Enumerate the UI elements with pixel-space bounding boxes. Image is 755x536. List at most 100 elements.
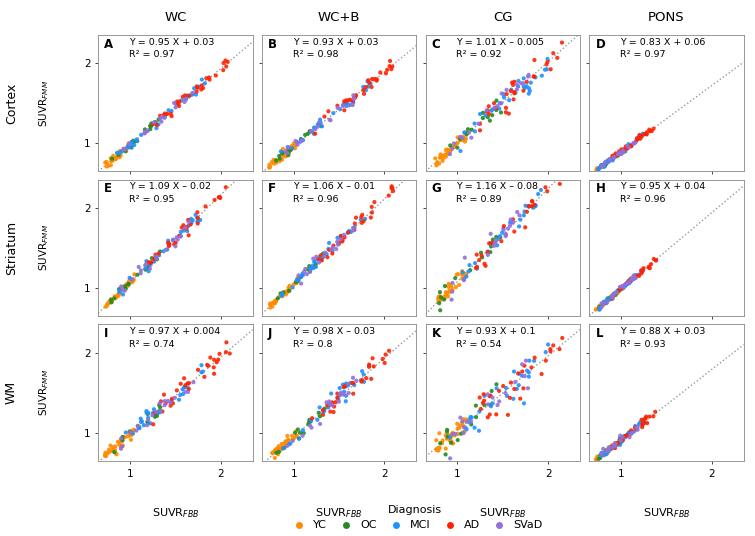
Point [101,449,113,457]
Point [355,215,367,224]
Point [465,417,477,426]
Point [600,450,612,458]
Point [493,105,505,113]
Point [612,287,624,296]
Point [269,453,281,462]
Point [613,150,625,158]
Point [434,306,446,315]
Text: SUVR$_{FBB}$: SUVR$_{FBB}$ [152,506,199,520]
Point [442,292,454,301]
Point [223,349,236,358]
Point [359,214,371,223]
Text: H: H [596,182,606,195]
Point [444,141,456,150]
Point [99,452,111,460]
Point [625,275,637,284]
Point [612,438,624,447]
Point [147,120,159,129]
Point [371,76,383,85]
Point [590,166,602,174]
Point [314,420,326,428]
Point [460,272,472,280]
Point [605,293,617,302]
Point [540,356,552,365]
Point [342,381,354,390]
Point [521,78,533,86]
Point [159,109,171,118]
Point [105,154,117,162]
Point [444,433,456,442]
Point [148,118,160,126]
Point [177,385,189,394]
Point [501,392,513,400]
Point [602,447,614,456]
Point [303,418,315,426]
Point [295,136,307,144]
Point [479,111,492,120]
Point [282,431,294,440]
Point [183,385,195,393]
Point [154,114,166,123]
Point [309,262,321,271]
Point [366,354,378,362]
Point [635,266,647,275]
Point [142,413,154,422]
Point [267,449,279,457]
Point [600,449,612,457]
Point [179,91,191,100]
Point [171,235,183,244]
Point [326,247,338,255]
Point [305,127,317,136]
Point [342,228,354,237]
Point [595,161,607,169]
Point [611,288,623,297]
Point [171,386,183,394]
Point [528,72,540,81]
Point [277,152,289,161]
Point [362,83,374,91]
Point [458,128,470,137]
Point [285,144,297,152]
Point [126,141,138,150]
Point [283,285,295,293]
Point [117,433,129,441]
Point [114,147,126,155]
Point [488,99,500,108]
Point [600,449,612,457]
Point [429,154,441,162]
Text: L: L [596,327,603,340]
Point [280,152,292,161]
Point [606,294,618,303]
Point [291,273,304,282]
Point [363,361,375,370]
Point [609,289,621,298]
Point [313,408,325,417]
Point [596,162,608,171]
Point [613,436,625,445]
Point [623,277,635,286]
Point [176,223,188,232]
Point [280,438,292,446]
Text: Y = 0.93 X + 0.03
R² = 0.98: Y = 0.93 X + 0.03 R² = 0.98 [293,38,378,59]
Point [618,145,630,154]
Point [285,439,297,448]
Point [317,407,329,416]
Point [347,96,359,105]
Point [633,131,646,140]
Point [525,363,538,371]
Point [609,153,621,162]
Text: B: B [268,38,277,50]
Point [350,93,362,101]
Point [178,98,190,106]
Point [313,258,325,267]
Point [270,156,282,165]
Point [599,299,611,307]
Point [626,275,638,284]
Point [127,430,139,438]
Point [636,415,648,424]
Point [619,282,631,291]
Point [541,187,553,196]
Point [602,296,615,305]
Point [599,450,611,458]
Point [106,298,118,307]
